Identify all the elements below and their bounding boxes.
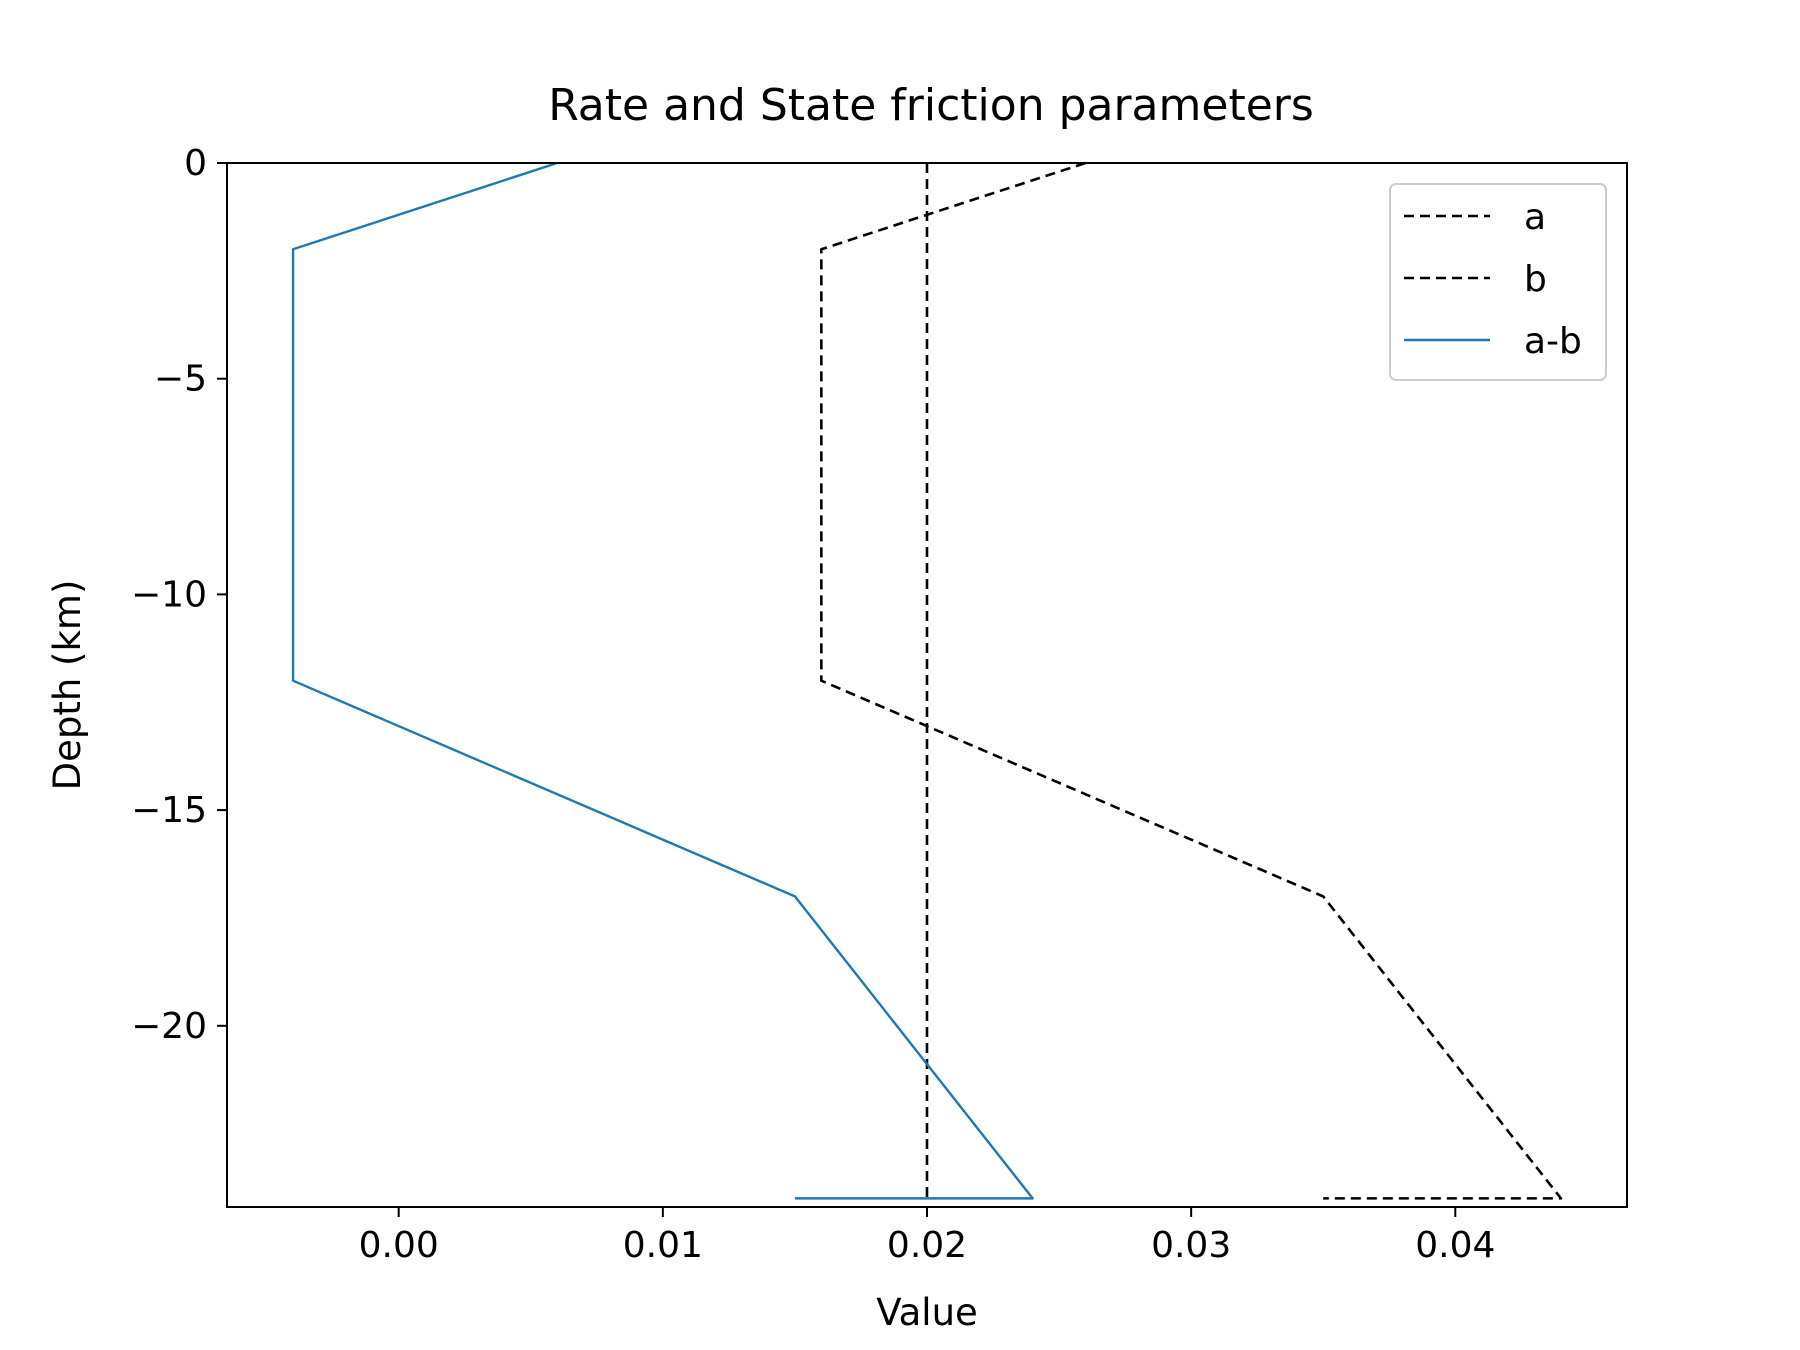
y-tick-label: −5 [154,359,207,400]
series-line-a-b [291,161,1034,1200]
x-tick-label: 0.03 [1151,1225,1231,1266]
x-tick-label: 0.01 [623,1225,703,1266]
legend-label-a-b: a-b [1524,321,1582,362]
legend: ab a-b [1389,183,1607,381]
legend-label-a: a [1524,197,1546,238]
y-tick-label: 0 [184,143,207,184]
y-axis-label: Depth (km) [46,580,89,791]
x-tick-label: 0.02 [887,1225,967,1266]
series-layer [291,161,1563,1200]
x-axis: 0.00 0.01 0.02 0.03 0.04 [359,1207,1495,1266]
x-tick-label: 0.00 [359,1225,439,1266]
legend-box [1389,183,1607,381]
y-tick-label: −20 [131,1006,207,1047]
legend-label-b: b [1524,259,1547,300]
y-tick-label: −15 [131,790,207,831]
x-axis-label: Value [876,1291,978,1334]
y-tick-label: −10 [131,574,207,615]
series-line-a [820,161,1563,1200]
y-axis: 0 −5 −10 −15 −20 [131,143,227,1047]
chart-title: Rate and State friction parameters [548,80,1314,131]
x-tick-label: 0.04 [1415,1225,1495,1266]
